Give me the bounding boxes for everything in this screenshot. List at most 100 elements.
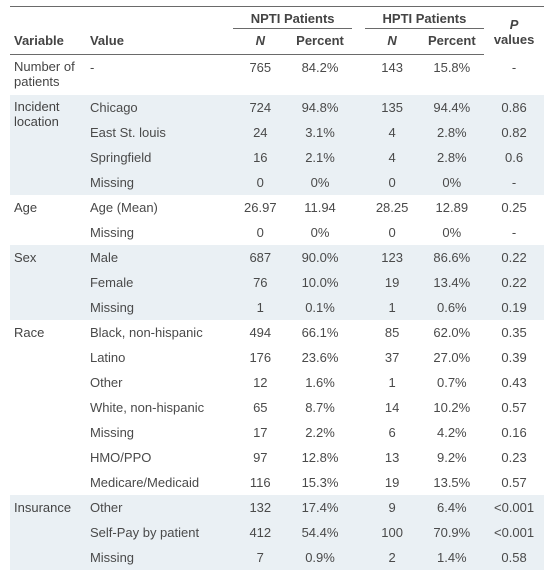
cell-npti-n: 97 [233, 445, 288, 470]
table-row: Latino17623.6%3727.0%0.39 [10, 345, 544, 370]
cell-value: Self-Pay by patient [86, 520, 233, 545]
cell-gap [352, 370, 364, 395]
cell-pvalue: 0.22 [484, 270, 544, 295]
cell-npti-n: 26.97 [233, 195, 288, 220]
cell-pvalue: 0.86 [484, 95, 544, 120]
header-group-npti: NPTI Patients [233, 7, 352, 29]
cell-value: Other [86, 370, 233, 395]
cell-pvalue: 0.43 [484, 370, 544, 395]
cell-pvalue: 0.22 [484, 245, 544, 270]
cell-hpti-pct: 1.4% [419, 545, 484, 570]
cell-hpti-pct: 12.89 [419, 195, 484, 220]
cell-npti-n: 0 [233, 170, 288, 195]
cell-npti-n: 176 [233, 345, 288, 370]
cell-gap [352, 395, 364, 420]
cell-npti-pct: 90.0% [288, 245, 353, 270]
cell-pvalue: 0.82 [484, 120, 544, 145]
table-row: Missing172.2%64.2%0.16 [10, 420, 544, 445]
cell-gap [352, 195, 364, 220]
cell-gap [352, 55, 364, 95]
cell-gap [352, 270, 364, 295]
cell-gap [352, 320, 364, 345]
cell-npti-n: 724 [233, 95, 288, 120]
table-row: White, non-hispanic658.7%1410.2%0.57 [10, 395, 544, 420]
cell-value: HMO/PPO [86, 445, 233, 470]
cell-gap [352, 420, 364, 445]
cell-npti-n: 12 [233, 370, 288, 395]
cell-npti-n: 412 [233, 520, 288, 545]
cell-pvalue: - [484, 170, 544, 195]
cell-npti-n: 1 [233, 295, 288, 320]
cell-hpti-n: 2 [365, 545, 420, 570]
cell-pvalue: 0.16 [484, 420, 544, 445]
cell-npti-pct: 23.6% [288, 345, 353, 370]
table-row: Female7610.0%1913.4%0.22 [10, 270, 544, 295]
cell-hpti-pct: 13.5% [419, 470, 484, 495]
cell-npti-pct: 2.2% [288, 420, 353, 445]
cell-gap [352, 545, 364, 570]
cell-gap [352, 295, 364, 320]
cell-npti-n: 687 [233, 245, 288, 270]
cell-variable: Sex [10, 245, 86, 320]
cell-value: Chicago [86, 95, 233, 120]
cell-npti-pct: 54.4% [288, 520, 353, 545]
cell-npti-n: 765 [233, 55, 288, 95]
cell-value: Missing [86, 295, 233, 320]
cell-value: - [86, 55, 233, 95]
cell-hpti-n: 19 [365, 270, 420, 295]
cell-value: East St. louis [86, 120, 233, 145]
cell-npti-pct: 0% [288, 170, 353, 195]
cell-pvalue: 0.25 [484, 195, 544, 220]
table-row: Self-Pay by patient41254.4%10070.9%<0.00… [10, 520, 544, 545]
cell-value: Springfield [86, 145, 233, 170]
cell-npti-pct: 3.1% [288, 120, 353, 145]
cell-gap [352, 345, 364, 370]
cell-gap [352, 470, 364, 495]
header-hpti-n: N [365, 29, 420, 55]
cell-hpti-pct: 4.2% [419, 420, 484, 445]
table-row: Incident locationChicago72494.8%13594.4%… [10, 95, 544, 120]
table-body: Number of patients-76584.2%14315.8%-Inci… [10, 55, 544, 570]
header-group-hpti: HPTI Patients [365, 7, 484, 29]
table-row: Other121.6%10.7%0.43 [10, 370, 544, 395]
cell-hpti-n: 100 [365, 520, 420, 545]
cell-npti-pct: 0.1% [288, 295, 353, 320]
cell-hpti-pct: 15.8% [419, 55, 484, 95]
cell-npti-pct: 94.8% [288, 95, 353, 120]
cell-hpti-n: 19 [365, 470, 420, 495]
cell-npti-pct: 10.0% [288, 270, 353, 295]
table-row: Number of patients-76584.2%14315.8%- [10, 55, 544, 95]
cell-hpti-n: 28.25 [365, 195, 420, 220]
header-npti-percent: Percent [288, 29, 353, 55]
header-hpti-percent: Percent [419, 29, 484, 55]
cell-hpti-pct: 0% [419, 170, 484, 195]
cell-npti-pct: 15.3% [288, 470, 353, 495]
table-container: NPTI Patients HPTI Patients P values Var… [0, 0, 554, 580]
cell-npti-pct: 8.7% [288, 395, 353, 420]
header-pvalues: P values [484, 7, 544, 55]
cell-variable: Race [10, 320, 86, 495]
cell-hpti-n: 37 [365, 345, 420, 370]
cell-npti-n: 0 [233, 220, 288, 245]
cell-value: Missing [86, 220, 233, 245]
cell-gap [352, 245, 364, 270]
cell-variable: Number of patients [10, 55, 86, 95]
cell-pvalue: 0.35 [484, 320, 544, 345]
cell-npti-pct: 2.1% [288, 145, 353, 170]
header-variable: Variable [10, 29, 86, 55]
cell-hpti-pct: 0% [419, 220, 484, 245]
header-gap [352, 7, 364, 29]
cell-value: White, non-hispanic [86, 395, 233, 420]
cell-hpti-n: 123 [365, 245, 420, 270]
table-row: SexMale68790.0%12386.6%0.22 [10, 245, 544, 270]
cell-pvalue: 0.58 [484, 545, 544, 570]
cell-hpti-pct: 6.4% [419, 495, 484, 520]
table-row: Springfield162.1%42.8%0.6 [10, 145, 544, 170]
header-npti-n: N [233, 29, 288, 55]
cell-hpti-n: 1 [365, 370, 420, 395]
cell-hpti-pct: 62.0% [419, 320, 484, 345]
cell-hpti-pct: 10.2% [419, 395, 484, 420]
cell-hpti-n: 85 [365, 320, 420, 345]
table-row: Medicare/Medicaid11615.3%1913.5%0.57 [10, 470, 544, 495]
cell-pvalue: 0.57 [484, 395, 544, 420]
